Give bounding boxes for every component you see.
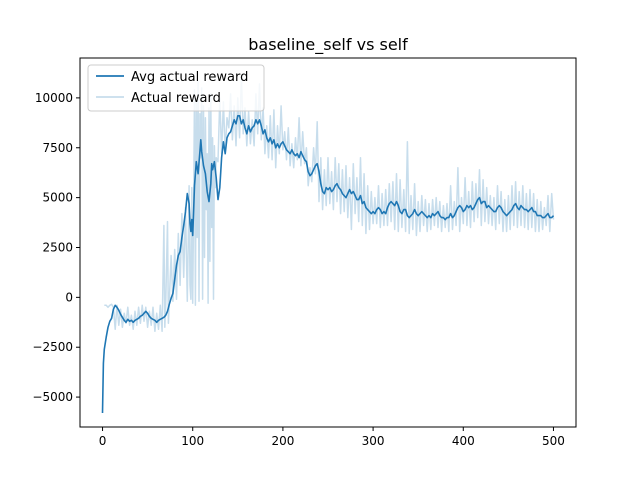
legend-label-actual-reward: Actual reward (131, 91, 221, 106)
chart-title: baseline_self vs self (248, 35, 408, 55)
y-tick-label: 5000 (42, 191, 73, 205)
y-tick-label: 7500 (42, 141, 73, 155)
y-tick-label: 2500 (42, 240, 73, 254)
x-tick-label: 400 (452, 434, 475, 448)
x-tick-label: 100 (181, 434, 204, 448)
x-tick-label: 500 (542, 434, 565, 448)
y-tick-label: −2500 (32, 340, 73, 354)
legend-box (87, 64, 265, 112)
y-tick-label: 0 (65, 290, 73, 304)
x-tick-label: 300 (362, 434, 385, 448)
x-tick-label: 0 (99, 434, 107, 448)
plot-frame (79, 57, 577, 428)
x-axis: 0 100 200 300 400 500 (99, 427, 565, 448)
plot-area (101, 75, 555, 414)
y-tick-label: −5000 (32, 390, 73, 404)
series-line-avg-actual-reward (101, 115, 555, 414)
legend: Avg actual reward Actual reward (87, 64, 265, 112)
legend-label-avg-actual-reward: Avg actual reward (131, 70, 248, 85)
y-tick-label: 10000 (35, 91, 73, 105)
x-tick-label: 200 (271, 434, 294, 448)
y-axis: −5000 −2500 0 2500 5000 7500 10000 (32, 91, 80, 404)
